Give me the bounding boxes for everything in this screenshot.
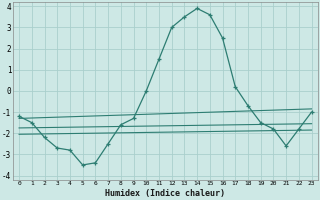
X-axis label: Humidex (Indice chaleur): Humidex (Indice chaleur) [105, 189, 225, 198]
